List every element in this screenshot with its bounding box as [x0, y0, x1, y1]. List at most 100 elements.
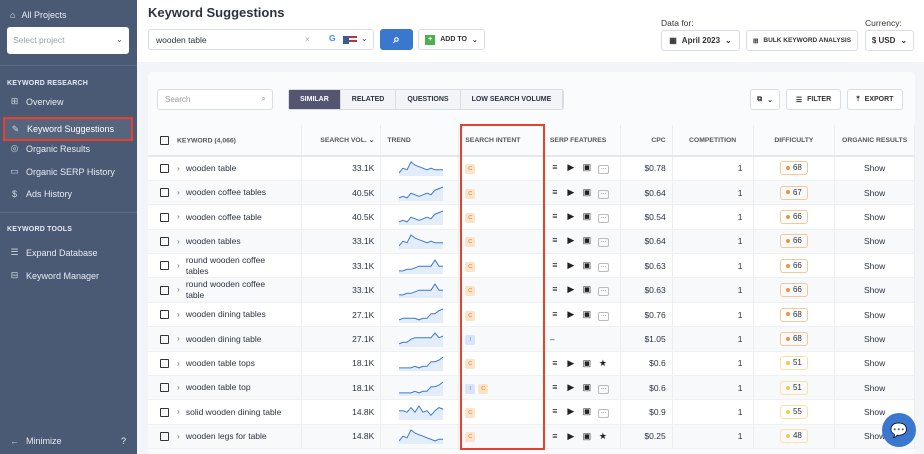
grid-icon: ⊞ — [10, 96, 19, 106]
tab-similar[interactable]: SIMILAR — [289, 90, 341, 109]
organic-results-show-link[interactable]: Show — [834, 326, 915, 352]
help-icon[interactable]: ? — [120, 436, 126, 446]
chat-button[interactable]: 💬 — [882, 413, 916, 447]
add-to-button[interactable]: + ADD TO ⌄ — [418, 29, 485, 50]
serp-features: ≡ ▶ ▣ ··· — [543, 302, 621, 328]
row-checkbox[interactable] — [160, 407, 169, 417]
more-icon[interactable]: ··· — [597, 165, 609, 175]
organic-results-show-link[interactable]: Show — [834, 253, 915, 279]
local-pack-icon: ≡ — [552, 406, 558, 417]
more-icon[interactable]: ··· — [597, 213, 609, 223]
tab-related[interactable]: RELATED — [341, 90, 397, 109]
sidebar-item-organic-results[interactable]: ◎ Organic Results — [10, 143, 91, 154]
organic-results-show-link[interactable]: Show — [834, 351, 915, 377]
organic-results-show-link[interactable]: Show — [834, 375, 915, 401]
serp-features: ≡ ▶ ▣ ★ — [543, 351, 621, 377]
all-projects-link[interactable]: ⌂ All Projects — [10, 10, 67, 20]
keyword-link[interactable]: wooden legs for table — [185, 431, 267, 442]
local-pack-icon: ≡ — [552, 162, 558, 173]
sidebar-item-keyword-manager[interactable]: ⊟ Keyword Manager — [10, 270, 100, 281]
more-icon[interactable]: ··· — [597, 409, 609, 419]
project-select[interactable]: Select project ⌄ — [7, 27, 129, 54]
column-header: TREND — [380, 125, 460, 157]
keyword-link[interactable]: round wooden coffee tables — [185, 254, 266, 276]
dollar-icon: $ — [11, 189, 17, 199]
select-all-checkbox[interactable] — [160, 135, 169, 145]
more-icon[interactable]: ··· — [597, 311, 609, 321]
tab-questions[interactable]: QUESTIONS — [396, 90, 461, 109]
column-header[interactable]: SEARCH VOL. ⌄ — [301, 125, 382, 157]
currency-select[interactable]: $ USD ⌄ — [865, 30, 914, 51]
row-checkbox[interactable] — [160, 236, 169, 246]
expand-chevron-icon[interactable]: › — [177, 260, 180, 270]
row-checkbox[interactable] — [160, 432, 169, 442]
cpc: $0.78 — [620, 156, 673, 181]
more-icon[interactable]: ··· — [597, 238, 609, 248]
row-checkbox[interactable] — [160, 261, 169, 271]
keyword-link[interactable]: wooden dining tables — [185, 309, 266, 320]
organic-results-show-link[interactable]: Show — [834, 156, 915, 181]
keyword-link[interactable]: wooden dining table — [185, 333, 262, 344]
sidebar-item-ads-history[interactable]: $ Ads History — [11, 189, 73, 199]
expand-chevron-icon[interactable]: › — [177, 162, 180, 173]
us-flag-icon[interactable] — [343, 36, 357, 44]
organic-results-show-link[interactable]: Show — [834, 180, 915, 206]
more-icon[interactable]: ··· — [597, 287, 609, 297]
expand-chevron-icon[interactable]: › — [177, 406, 180, 417]
date-select[interactable]: ▦ April 2023 ⌄ — [661, 30, 740, 51]
row-checkbox[interactable] — [160, 188, 169, 198]
difficulty: 67 — [753, 180, 836, 206]
filter-icon: ☰ — [795, 96, 803, 104]
sidebar-item-overview[interactable]: ⊞ Overview — [10, 96, 64, 107]
keyword-link[interactable]: round wooden coffee table — [185, 279, 266, 301]
keyword-link[interactable]: wooden coffee tables — [185, 187, 267, 198]
tab-low-search-volume[interactable]: LOW SEARCH VOLUME — [461, 90, 564, 109]
organic-results-show-link[interactable]: Show — [834, 277, 915, 303]
copy-button[interactable]: ⧉ ⌄ — [750, 89, 780, 110]
expand-chevron-icon[interactable]: › — [177, 308, 180, 319]
expand-chevron-icon[interactable]: › — [177, 430, 180, 441]
row-checkbox[interactable] — [160, 334, 169, 344]
keyword-link[interactable]: wooden table — [185, 163, 237, 174]
difficulty-badge: 67 — [779, 185, 808, 200]
more-icon[interactable]: ··· — [597, 384, 609, 394]
filter-button[interactable]: ☰ FILTER — [786, 89, 841, 110]
row-checkbox[interactable] — [160, 285, 169, 295]
trend-sparkline — [380, 302, 460, 328]
expand-chevron-icon[interactable]: › — [177, 357, 180, 368]
expand-chevron-icon[interactable]: › — [177, 284, 180, 295]
calendar-icon: ▦ — [669, 36, 677, 45]
sidebar-item-expand-database[interactable]: ☰ Expand Database — [10, 247, 98, 258]
bulk-keyword-analysis-button[interactable]: ⊞ BULK KEYWORD ANALYSIS — [746, 30, 858, 51]
chevron-down-icon: ⌄ — [767, 96, 773, 104]
clear-icon[interactable]: × — [305, 34, 310, 44]
keyword-link[interactable]: wooden coffee table — [185, 211, 262, 222]
row-checkbox[interactable] — [160, 383, 169, 393]
organic-results-show-link[interactable]: Show — [834, 302, 915, 328]
keyword-link[interactable]: wooden table tops — [185, 357, 255, 368]
expand-chevron-icon[interactable]: › — [177, 382, 180, 393]
sidebar-item-keyword-suggestions[interactable]: ✎ Keyword Suggestions — [3, 117, 133, 141]
sidebar-item-organic-serp-history[interactable]: ▭ Organic SERP History — [10, 166, 115, 177]
table-search-input[interactable]: Search ⌕ — [157, 89, 273, 110]
keyword-link[interactable]: solid wooden dining table — [185, 406, 282, 417]
row-checkbox[interactable] — [160, 164, 169, 174]
search-button[interactable]: ⌕ — [380, 29, 413, 50]
keyword-search-input[interactable]: wooden table × G ⌄ — [148, 29, 374, 50]
keyword-link[interactable]: wooden table top — [185, 382, 251, 393]
expand-chevron-icon[interactable]: › — [177, 333, 180, 344]
row-checkbox[interactable] — [160, 310, 169, 320]
minimize-button[interactable]: ← Minimize? — [10, 436, 126, 446]
keyword-link[interactable]: wooden tables — [185, 235, 241, 246]
expand-chevron-icon[interactable]: › — [177, 186, 180, 197]
competition: 1 — [672, 375, 754, 401]
row-checkbox[interactable] — [160, 212, 169, 222]
more-icon[interactable]: ··· — [597, 189, 609, 199]
export-button[interactable]: ⤒ EXPORT — [847, 89, 903, 110]
row-checkbox[interactable] — [160, 358, 169, 368]
expand-chevron-icon[interactable]: › — [177, 211, 180, 222]
more-icon[interactable]: ··· — [597, 262, 609, 272]
expand-chevron-icon[interactable]: › — [177, 235, 180, 246]
organic-results-show-link[interactable]: Show — [834, 229, 915, 255]
organic-results-show-link[interactable]: Show — [834, 204, 915, 230]
